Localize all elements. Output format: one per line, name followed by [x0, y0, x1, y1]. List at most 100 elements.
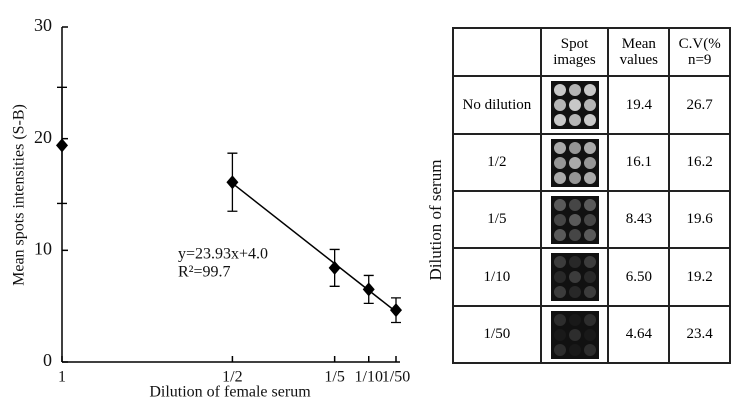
spot [583, 84, 596, 96]
spot [553, 213, 566, 226]
x-tick-label: 1/10 [355, 369, 383, 386]
table-cell: 26.7 [668, 75, 731, 135]
annotation: R²=99.7 [178, 264, 231, 281]
spot [568, 84, 581, 96]
spot [583, 213, 596, 226]
table-cell: 6.50 [607, 247, 671, 307]
spot [568, 271, 581, 283]
spot [553, 228, 566, 241]
table-cell [539, 75, 610, 135]
spot [583, 328, 596, 341]
spot [568, 198, 581, 211]
chart: Mean spots intensities (S-B) Dilution of… [11, 15, 411, 401]
table-cell [539, 247, 610, 307]
spot [553, 256, 566, 268]
table-cell: 23.4 [668, 305, 731, 364]
spot [583, 114, 596, 126]
table-row: 1/50 4.64 23.4 [452, 305, 731, 364]
y-axis-label: Mean spots intensities (S-B) [11, 104, 28, 286]
spot-image [550, 81, 599, 129]
table-cell: 1/10 [452, 247, 542, 307]
spot [568, 156, 581, 169]
spot [553, 156, 566, 169]
spot [583, 198, 596, 211]
spot [553, 343, 566, 356]
spot [553, 198, 566, 211]
table-cell: 19.6 [668, 190, 731, 249]
table: Spot images Mean values C.V(% n=9 No dilutio… [452, 27, 731, 364]
side-label-box: Dilution of serum [426, 160, 445, 281]
header-cell: C.V(% n=9 [668, 27, 731, 77]
cell-text: 4.64 [625, 326, 652, 343]
cell-text: 1/10 [483, 268, 511, 285]
header-line: n=9 [687, 52, 712, 68]
spot [583, 141, 596, 154]
table-row: 1/5 8.43 19.6 [452, 190, 731, 249]
spot [553, 141, 566, 154]
spot-image [550, 253, 599, 301]
x-tick-label: 1/2 [222, 369, 242, 386]
table-row: 1/2 16.1 16.2 [452, 133, 731, 192]
spot [553, 328, 566, 341]
spot [568, 99, 581, 111]
spot [553, 114, 566, 126]
x-axis-label: Dilution of female serum [149, 384, 311, 401]
point [56, 138, 68, 153]
spot [568, 171, 581, 184]
cell-text: 19.2 [686, 268, 713, 285]
x-tick-label: 1 [58, 369, 66, 386]
header-cell: Mean values [607, 27, 671, 77]
table-cell: 1/2 [452, 133, 542, 192]
header-text: Mean values [619, 35, 658, 69]
cell-text: No dilution [462, 96, 532, 113]
side-label: Dilution of serum [426, 160, 445, 281]
table-cell: 19.2 [668, 247, 731, 307]
point [390, 303, 402, 318]
header-cell: Spot images [539, 27, 610, 77]
table-cell [539, 133, 610, 192]
spot [568, 328, 581, 341]
spot [583, 156, 596, 169]
y-tick-label: 10 [34, 238, 52, 258]
point [328, 260, 341, 275]
point [362, 282, 375, 297]
table-cell [539, 305, 610, 364]
table-cell: 1/50 [452, 305, 542, 364]
spot-image [550, 195, 599, 244]
spot-image [550, 310, 599, 359]
table-cell: 16.2 [668, 133, 731, 192]
cell-text: 26.7 [686, 96, 713, 113]
y-tick-label: 30 [34, 15, 52, 35]
table-row: No dilution 19.4 26.7 [452, 75, 731, 135]
spot [583, 256, 596, 268]
cell-text: 6.50 [625, 268, 652, 285]
cell-text: 1/50 [483, 326, 511, 343]
spot [568, 256, 581, 268]
point [226, 175, 239, 190]
table-cell: No dilution [452, 75, 542, 135]
spot [553, 171, 566, 184]
spot [553, 271, 566, 283]
spot [568, 343, 581, 356]
header-cell [452, 27, 542, 77]
spot [583, 313, 596, 326]
table-cell: 4.64 [607, 305, 671, 364]
spot [583, 286, 596, 298]
table-row: 1/10 6.50 19.2 [452, 247, 731, 307]
spot [583, 343, 596, 356]
spot [583, 271, 596, 283]
spot [553, 286, 566, 298]
cell-text: 23.4 [686, 326, 713, 343]
spot [583, 228, 596, 241]
annotation: y=23.93x+4.0 [178, 246, 268, 263]
spot [568, 286, 581, 298]
table-cell [539, 190, 610, 249]
table-cell: 19.4 [607, 75, 671, 135]
y-tick-label: 20 [34, 127, 52, 147]
header-text: Spot images [553, 35, 596, 69]
table-cell: 16.1 [607, 133, 671, 192]
spot [568, 141, 581, 154]
spot-image [550, 138, 599, 187]
spot [553, 313, 566, 326]
